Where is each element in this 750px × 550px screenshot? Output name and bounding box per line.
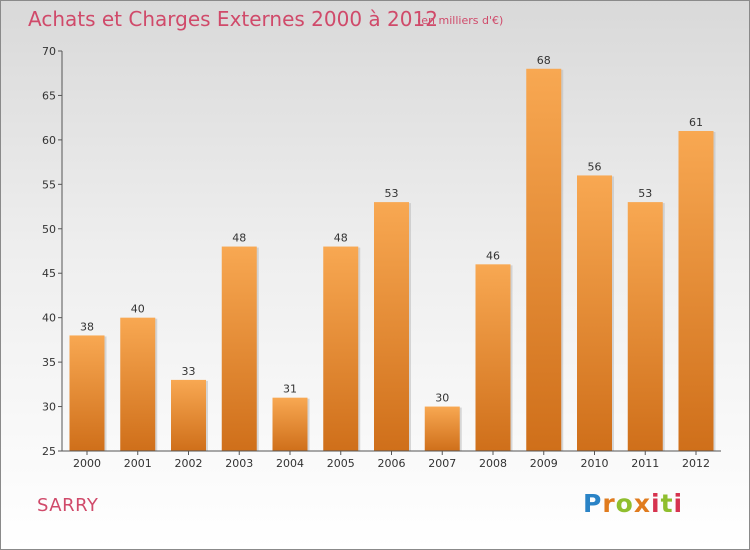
x-tick-label: 2003	[225, 457, 253, 470]
y-tick-label: 30	[42, 401, 56, 414]
bar-2006	[374, 202, 409, 451]
y-tick-label: 70	[42, 45, 56, 58]
data-label: 56	[588, 160, 602, 173]
bar-2003	[221, 246, 257, 451]
y-tick-label: 40	[42, 312, 56, 325]
chart-title: Achats et Charges Externes 2000 à 2012	[28, 7, 438, 31]
bar-2005	[323, 246, 359, 451]
logo-letter: P	[583, 489, 603, 518]
bar-2010	[577, 175, 612, 451]
y-tick-label: 60	[42, 134, 56, 147]
city-label: SARRY	[37, 495, 99, 516]
bar-2000	[69, 335, 105, 451]
bar-2001	[120, 317, 156, 451]
proxiti-logo: Proxiti	[583, 489, 683, 518]
bar-2007	[424, 406, 460, 451]
bar-2008	[475, 264, 511, 451]
x-tick-label: 2009	[530, 457, 558, 470]
x-tick-label: 2004	[276, 457, 304, 470]
y-tick-label: 55	[42, 178, 56, 191]
data-label: 48	[334, 232, 348, 245]
bar-2012	[678, 131, 714, 451]
bar-2009	[526, 68, 562, 452]
y-tick-label: 25	[42, 445, 56, 458]
logo-letter: r	[602, 489, 616, 518]
x-tick-label: 2012	[682, 457, 710, 470]
axes: 2000 2001 2002 2003 2004 2005 2006 2007 2008 2009…	[42, 45, 721, 470]
logo-letter: o	[615, 489, 634, 518]
y-tick-label: 65	[42, 89, 56, 102]
logo-letter: i	[673, 489, 684, 518]
logo-letter: i	[651, 489, 661, 518]
logo-letter: t	[660, 489, 674, 518]
bar-2004	[272, 397, 308, 451]
y-tick-label: 45	[42, 267, 56, 280]
data-label: 33	[182, 365, 196, 378]
data-label: 40	[131, 303, 145, 316]
data-label: 38	[80, 320, 94, 333]
data-label: 31	[283, 383, 297, 396]
data-label: 61	[689, 116, 703, 129]
x-tick-label: 2002	[175, 457, 203, 470]
x-tick-label: 2007	[428, 457, 456, 470]
x-tick-label: 2001	[124, 457, 152, 470]
data-label: 46	[486, 249, 500, 262]
x-tick-label: 2005	[327, 457, 355, 470]
data-label: 30	[435, 392, 449, 405]
data-label: 53	[385, 187, 399, 200]
x-tick-label: 2006	[378, 457, 406, 470]
x-tick-label: 2008	[479, 457, 507, 470]
bar-2002	[171, 379, 206, 451]
bar-group: 38 40 33 48 31 48 53 30 46 68 56 53 61	[69, 54, 716, 452]
chart-subtitle: (en milliers d'€)	[417, 14, 504, 27]
y-tick-label: 50	[42, 223, 56, 236]
y-tick-label: 35	[42, 356, 56, 369]
data-label: 68	[537, 54, 551, 67]
x-tick-label: 2011	[631, 457, 659, 470]
x-tick-label: 2000	[73, 457, 101, 470]
logo-letter: x	[633, 489, 651, 518]
data-label: 53	[638, 187, 652, 200]
bar-2011	[627, 202, 663, 451]
x-tick-label: 2010	[581, 457, 609, 470]
data-label: 48	[232, 232, 246, 245]
